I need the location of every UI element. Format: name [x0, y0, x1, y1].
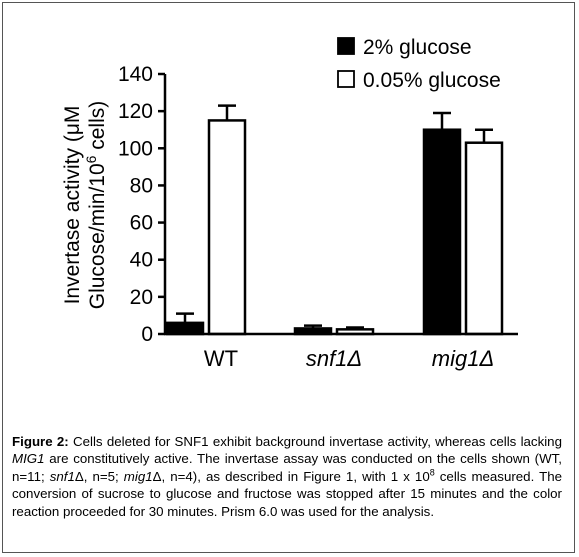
y-axis: 0 20 40 60 80 100 120 140: [118, 63, 167, 346]
figure-frame: [2, 2, 575, 553]
y-tick-label: 140: [118, 63, 153, 86]
legend-label: 0.05% glucose: [363, 69, 501, 92]
bars: [165, 104, 504, 336]
x-tick-label: WT: [204, 346, 238, 371]
bar-series-2: [207, 119, 247, 336]
bar-series-1: [422, 128, 462, 336]
caption-text: Δ, n=4), as described in Figure 1, with …: [152, 468, 430, 484]
y-tick-label: 0: [141, 323, 153, 346]
y-axis-label-line2: Glucose/min/106 cells): [83, 101, 109, 310]
legend-label: 2% glucose: [363, 36, 472, 59]
y-axis-label-line1: Invertase activity (μM: [61, 106, 84, 305]
x-tick-label: snf1Δ: [306, 346, 362, 371]
caption-text: are constitutively active. The invertase…: [12, 451, 562, 484]
figure-caption: Figure 2: Cells deleted for SNF1 exhibit…: [12, 433, 562, 520]
legend-swatch: [337, 37, 355, 55]
bar-chart: 0 20 40 60 80 100 120 140 WT snf1Δ mig1Δ 2% gluco…: [61, 36, 518, 371]
caption-text: snf1: [49, 468, 75, 484]
y-tick-label: 60: [130, 212, 153, 235]
y-tick-label: 40: [130, 249, 153, 272]
caption-text: cells measured. The conversion of sucros…: [12, 468, 562, 519]
caption-superscript: 8: [429, 467, 435, 478]
caption-text: Δ, n=5;: [74, 468, 124, 484]
bar-series-2: [464, 141, 504, 336]
legend-swatch: [337, 70, 355, 88]
x-tick-label: mig1Δ: [432, 346, 494, 371]
caption-label: Figure 2:: [12, 434, 69, 449]
x-axis: WT snf1Δ mig1Δ: [164, 332, 518, 371]
caption-text: MIG1: [12, 451, 45, 467]
caption-text: Cells deleted for SNF1 exhibit backgroun…: [68, 434, 562, 449]
y-axis-label: Invertase activity (μM Glucose/min/106 ce…: [61, 101, 109, 310]
y-tick-label: 120: [118, 100, 153, 123]
y-tick-label: 20: [130, 286, 153, 309]
legend: 2% glucose 0.05% glucose: [337, 36, 501, 92]
caption-text: mig1: [123, 468, 153, 484]
y-tick-label: 80: [130, 174, 153, 197]
bar-series-1: [165, 321, 205, 336]
y-tick-label: 100: [118, 137, 153, 160]
